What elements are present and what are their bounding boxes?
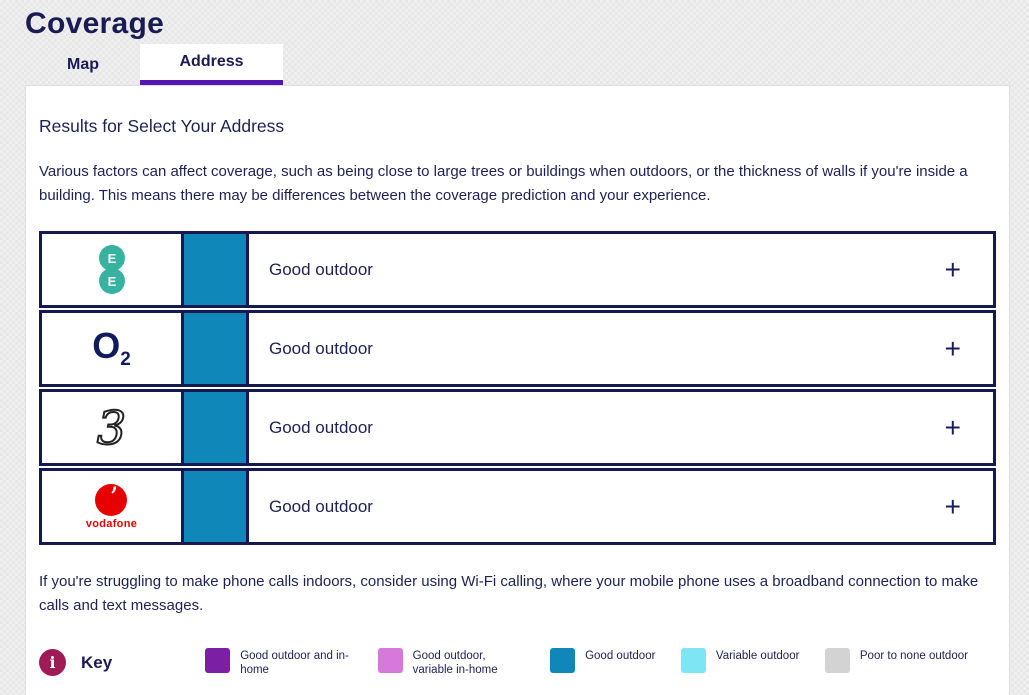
svg-text:E: E [107,251,116,266]
coverage-status-label: Good outdoor [269,338,373,358]
svg-text:’: ’ [110,483,119,514]
legend-item-good-outdoor-variable-in-home: Good outdoor, variable in-home [377,648,525,677]
expand-plus-button[interactable]: + [944,253,961,285]
vodafone-logo-icon: ’ vodafone [42,471,184,542]
coverage-row-ee[interactable]: E E Good outdoor + [39,231,996,308]
coverage-level-swatch [184,234,249,305]
legend-label: Poor to none outdoor [859,650,968,662]
coverage-level-swatch [184,313,249,384]
o2-logo-sub: 2 [120,349,131,370]
coverage-status-label: Good outdoor [269,496,373,516]
legend-swatch-variable-outdoor [680,648,706,673]
legend-label: Good outdoor [585,650,656,662]
tab-address[interactable]: Address [140,44,283,85]
coverage-status-label: Good outdoor [269,259,373,279]
coverage-level-swatch [184,471,249,542]
key-label: Key [81,652,113,672]
expand-plus-button[interactable]: + [944,332,961,364]
svg-text:E: E [107,274,116,289]
results-heading: Results for Select Your Address [39,116,285,136]
o2-logo-icon: O2 [42,313,184,384]
legend-swatch-good-outdoor-in-home [205,648,231,673]
ee-logo-icon: E E [42,234,184,305]
tab-map[interactable]: Map [67,55,99,73]
coverage-status-label: Good outdoor [269,417,373,437]
wifi-calling-note: If you're struggling to make phone calls… [39,573,979,614]
legend-swatch-good-outdoor [550,648,576,673]
o2-logo-main: O [92,325,121,366]
legend-item-poor-to-none-outdoor: Poor to none outdoor [824,648,968,677]
legend-item-good-outdoor: Good outdoor [550,648,655,677]
coverage-level-swatch [184,392,249,463]
coverage-row-vodafone[interactable]: ’ vodafone Good outdoor + [39,468,996,545]
coverage-key: i Key Good outdoor and in-home Good outd… [39,648,996,695]
expand-plus-button[interactable]: + [944,490,961,522]
legend-item-good-outdoor-in-home: Good outdoor and in-home [205,648,352,677]
coverage-tabs: Map Address [40,44,1029,85]
info-icon[interactable]: i [39,649,66,676]
legend-label: Variable outdoor [715,650,800,662]
coverage-table: E E Good outdoor + O2 Good outdoor + 3 G… [39,231,996,545]
key-legend: Good outdoor and in-home Good outdoor, v… [205,648,996,677]
legend-swatch-good-outdoor-variable-in-home [377,648,403,673]
vodafone-wordmark: vodafone [85,518,138,530]
results-panel: Results for Select Your Address Various … [25,85,1010,695]
expand-plus-button[interactable]: + [944,411,961,443]
coverage-row-three[interactable]: 3 Good outdoor + [39,389,996,466]
legend-swatch-poor-to-none-outdoor [824,648,850,673]
legend-label: Good outdoor and in-home [240,650,349,676]
legend-label: Good outdoor, variable in-home [412,650,498,676]
coverage-row-o2[interactable]: O2 Good outdoor + [39,310,996,387]
three-logo-icon: 3 [42,392,184,463]
legend-item-variable-outdoor: Variable outdoor [680,648,800,677]
page-title: Coverage [25,7,165,40]
coverage-intro-text: Various factors can affect coverage, suc… [39,163,968,204]
